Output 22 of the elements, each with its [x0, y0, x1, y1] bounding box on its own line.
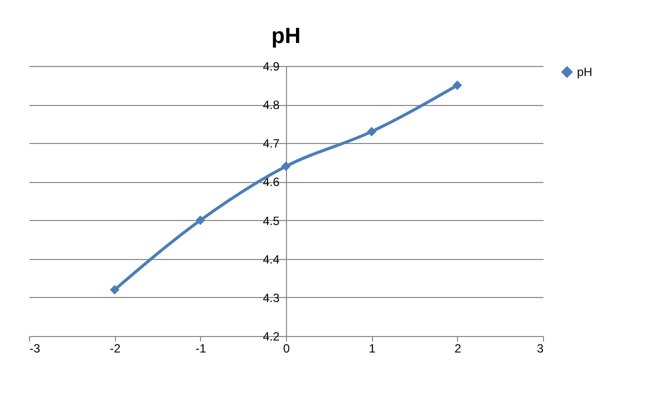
y-tick-label: 4.4: [262, 252, 280, 266]
y-tick-label: 4.2: [262, 330, 280, 344]
point: [366, 126, 376, 136]
y-tick-label: 4.8: [262, 98, 280, 112]
x-tick-label: 0: [283, 342, 290, 356]
y-tick-label: 4.9: [262, 60, 280, 74]
x-tick-label: -1: [195, 342, 206, 356]
x-tick-label: 2: [454, 342, 462, 356]
point: [452, 80, 462, 90]
y-tick-label: 4.3: [262, 290, 280, 305]
legend-label: pH: [577, 65, 592, 79]
point: [110, 284, 120, 294]
chart-title: pH: [271, 23, 301, 48]
y-tick-label: 4.5: [262, 214, 280, 228]
point: [196, 216, 206, 226]
x-tick-label: 1: [368, 342, 376, 356]
y-tick-label: 4.6: [262, 175, 280, 190]
x-tick-label: -3: [30, 342, 40, 356]
x-tick-label: 3: [536, 342, 544, 356]
point: [281, 162, 291, 172]
x-tick-label: -2: [110, 342, 121, 356]
y-tick-label: 4.7: [262, 136, 280, 151]
